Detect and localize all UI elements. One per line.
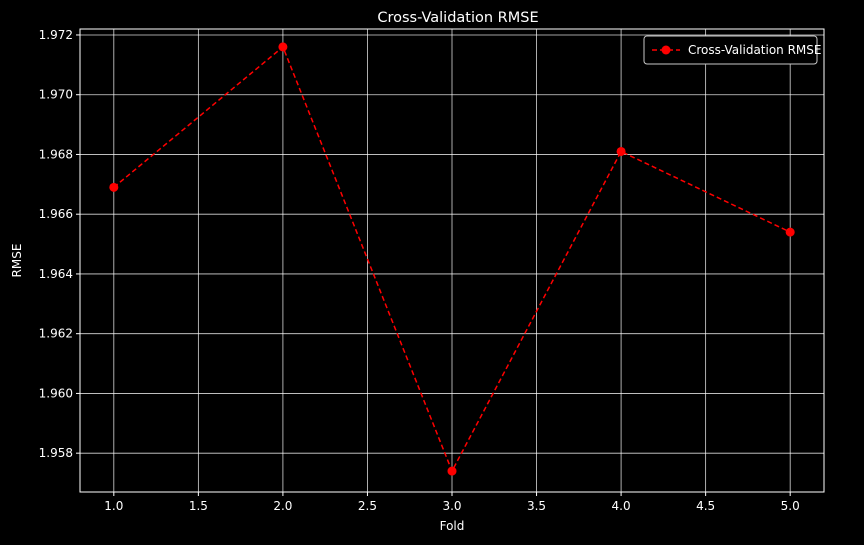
- x-tick-label: 3.5: [527, 499, 546, 513]
- data-point: [109, 182, 119, 192]
- y-tick-label: 1.966: [39, 207, 73, 221]
- y-tick-label: 1.968: [39, 147, 73, 161]
- x-tick-label: 2.5: [358, 499, 377, 513]
- x-tick-label: 1.5: [189, 499, 208, 513]
- tick-layer: 1.0 1.5 2.0 2.5 3.0 3.5 4.0 4.5 5.0 1.958 1.960 1.9…: [39, 28, 800, 513]
- y-tick-label: 1.970: [39, 88, 73, 102]
- y-tick-label: 1.972: [39, 28, 73, 42]
- legend: Cross-Validation RMSE: [643, 35, 821, 65]
- data-point: [785, 227, 795, 237]
- x-axis-label: Fold: [440, 519, 465, 533]
- grid: [80, 29, 824, 492]
- legend-marker: [661, 45, 671, 55]
- y-tick-label: 1.960: [39, 386, 73, 400]
- x-tick-label: 4.5: [696, 499, 715, 513]
- x-tick-label: 1.0: [104, 499, 123, 513]
- data-point: [278, 42, 288, 52]
- data-point: [616, 146, 626, 156]
- chart-title: Cross-Validation RMSE: [377, 10, 538, 26]
- y-tick-label: 1.964: [39, 267, 73, 281]
- y-tick-label: 1.962: [39, 327, 73, 341]
- y-axis-label: RMSE: [10, 244, 24, 278]
- x-tick-label: 4.0: [612, 499, 631, 513]
- legend-box: [643, 35, 818, 65]
- y-tick-label: 1.958: [39, 446, 73, 460]
- x-tick-label: 2.0: [273, 499, 292, 513]
- x-tick-label: 5.0: [781, 499, 800, 513]
- data-point: [447, 466, 457, 476]
- series-layer: [109, 42, 795, 476]
- legend-label: Cross-Validation RMSE: [688, 43, 821, 57]
- x-tick-label: 3.0: [442, 499, 461, 513]
